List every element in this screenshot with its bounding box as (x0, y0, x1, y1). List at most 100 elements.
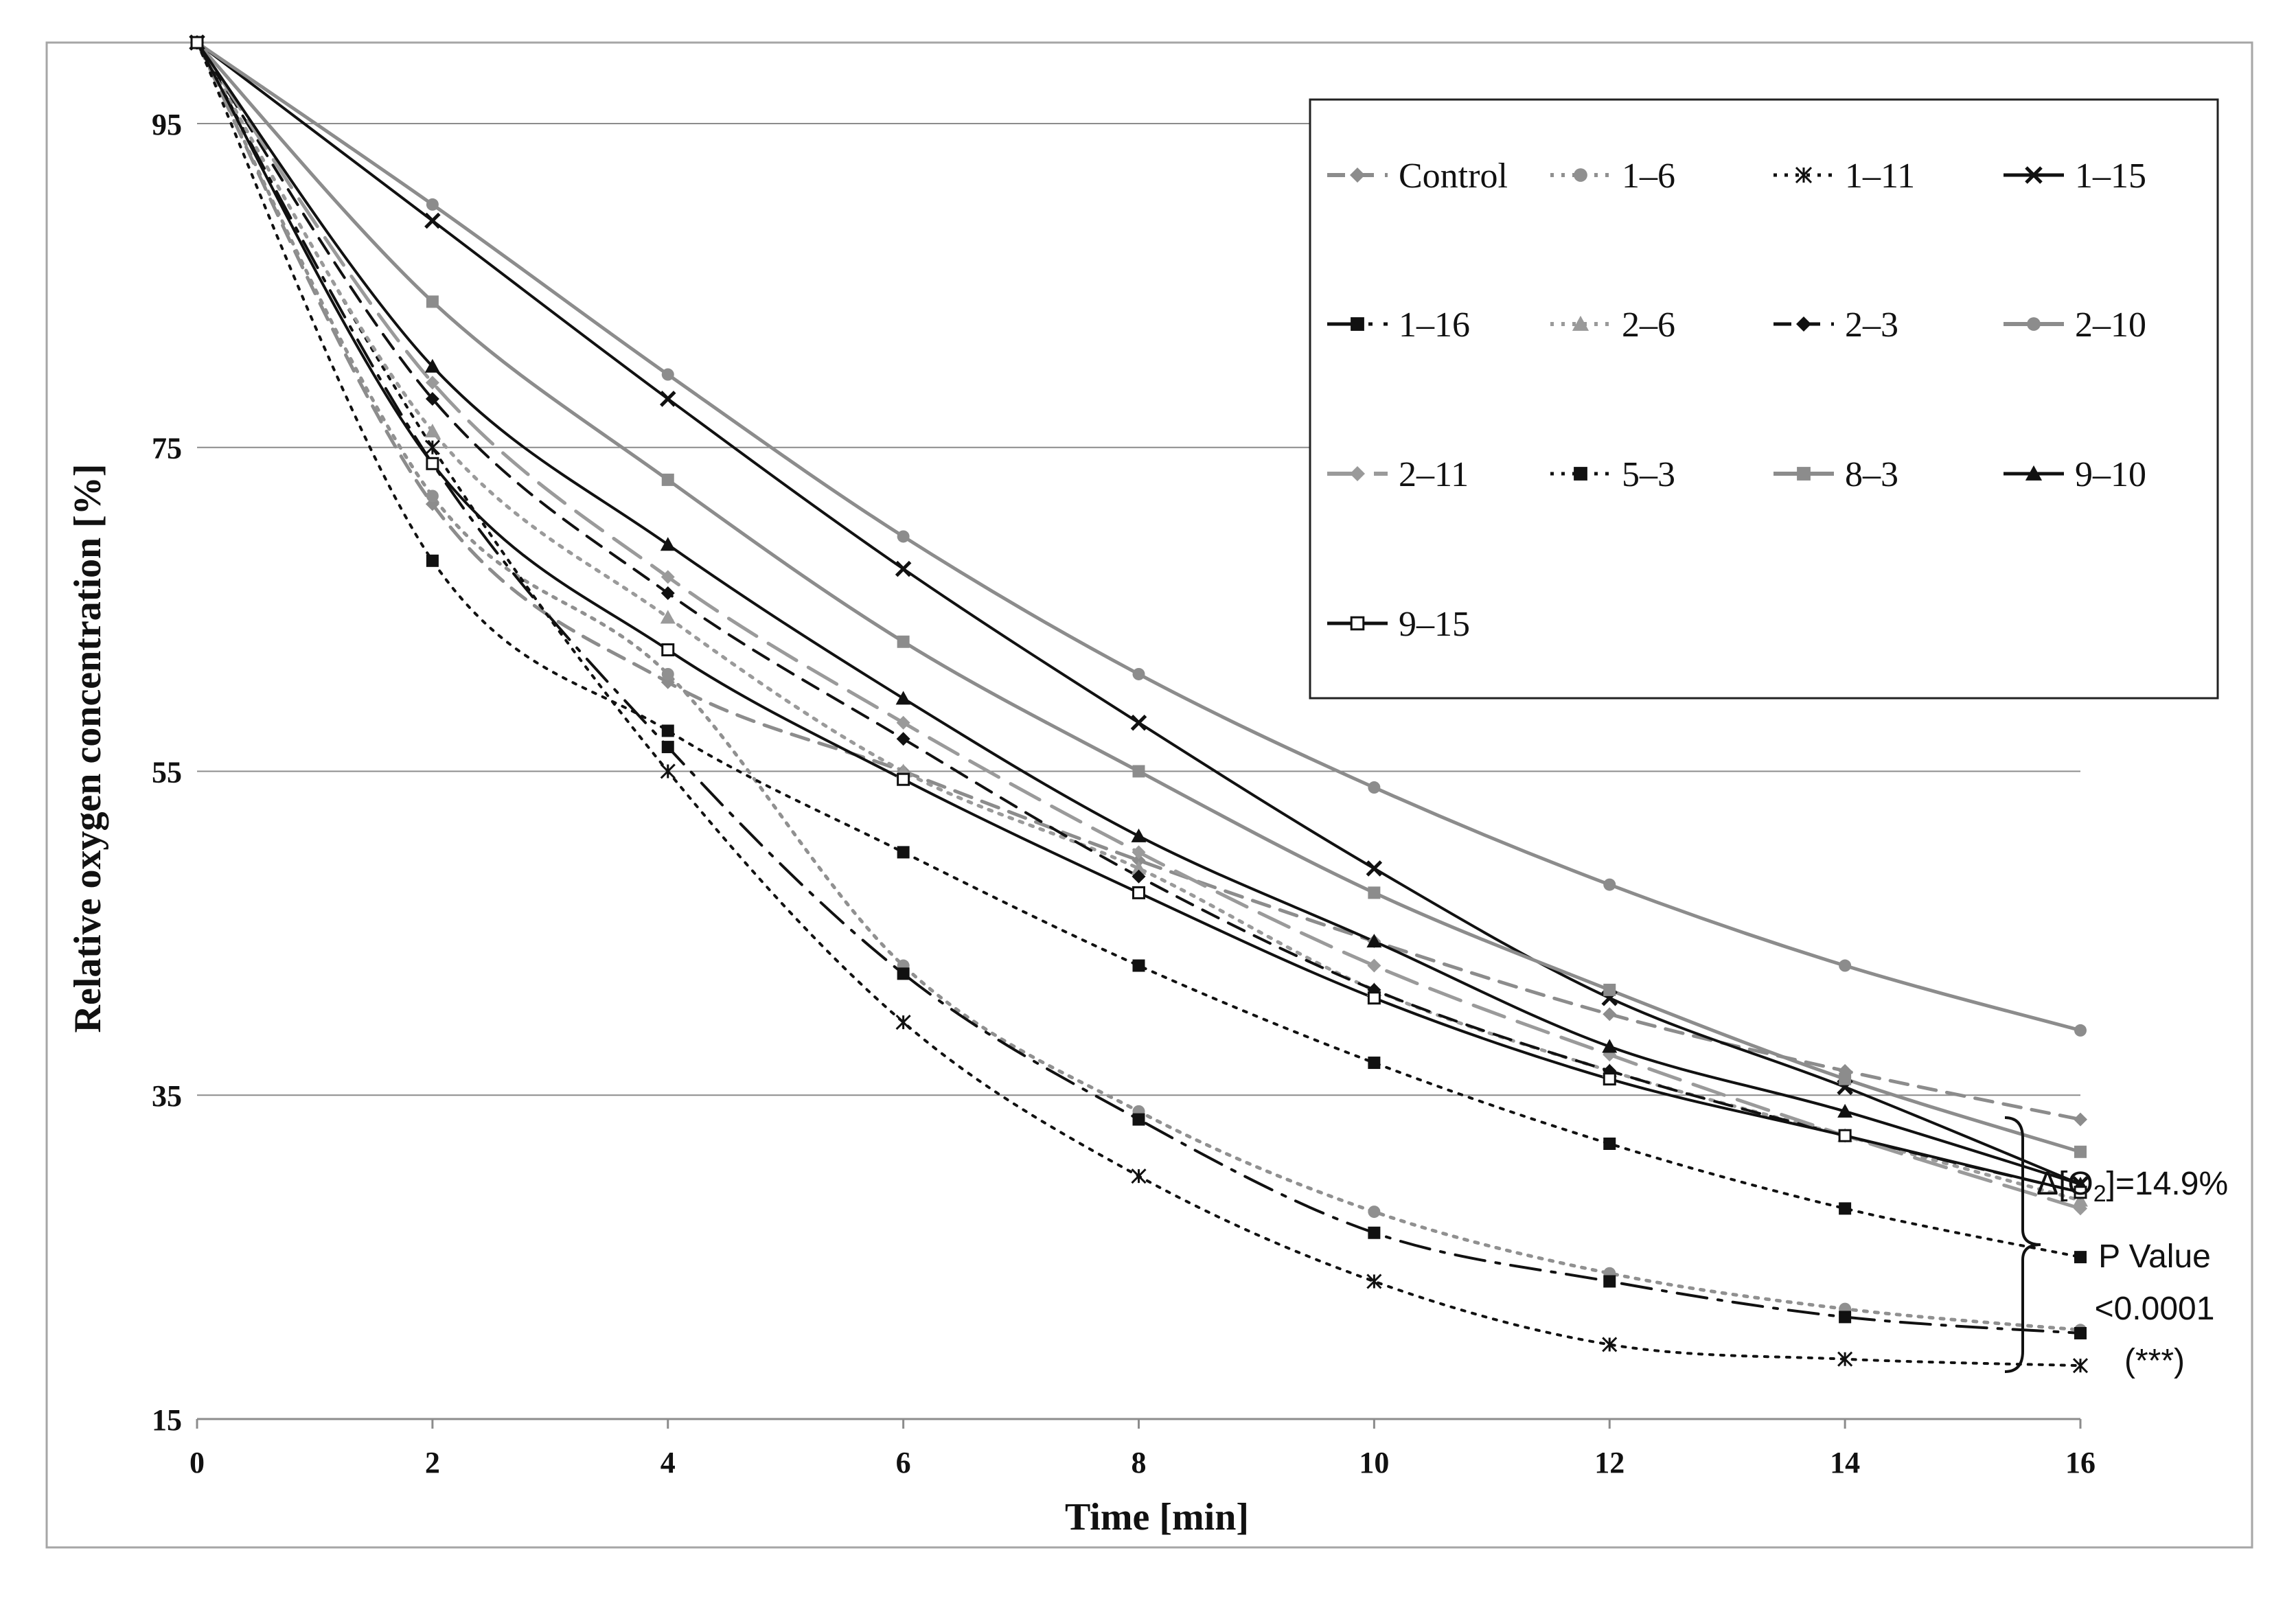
point-2-11-t4 (661, 570, 675, 584)
legend-label-2-11: 2–11 (1399, 455, 1469, 494)
point-control-t8 (1132, 853, 1146, 868)
x-tick-label-10: 10 (1359, 1446, 1389, 1479)
series-line-1-16 (196, 41, 2082, 1335)
point-9-15-t12 (1603, 1072, 1616, 1086)
legend-label-2-10: 2–10 (2075, 305, 2146, 345)
point-2-10-t14 (1839, 959, 1852, 972)
point-1-11-t10 (1366, 1273, 1382, 1289)
x-tick-label-16: 16 (2065, 1446, 2096, 1479)
point-1-6-t4 (661, 667, 674, 680)
point-9-15-t16 (2074, 1186, 2087, 1199)
point-8-3-t2 (426, 295, 439, 308)
point-8-3-t16 (2074, 1145, 2087, 1158)
series-line-1-11 (196, 41, 2082, 1368)
x-tick-label-6: 6 (896, 1446, 911, 1479)
point-5-3-t16 (2074, 1251, 2087, 1264)
legend-label-2-6: 2–6 (1622, 305, 1675, 345)
series-line-8-3 (195, 41, 2082, 1154)
point-2-11-t6 (896, 715, 910, 730)
point-5-3-t2 (426, 554, 439, 567)
legend-marker-1-16 (1351, 317, 1364, 331)
point-9-10-t6 (895, 691, 911, 705)
point-5-3-t6 (897, 846, 910, 859)
point-5-3-t4 (661, 724, 674, 737)
point-8-3-t8 (1132, 765, 1145, 778)
point-2-3-t2 (425, 391, 439, 406)
x-tick-label-12: 12 (1594, 1446, 1625, 1479)
point-control-t16 (2074, 1112, 2087, 1127)
point-8-3-t4 (661, 473, 674, 486)
point-9-15-t2 (426, 457, 439, 470)
y-axis-title: Relative oxygen concentration [%] (67, 464, 109, 1033)
point-9-15-t14 (1838, 1129, 1852, 1142)
annotations: Δ[O2]=14.9% P Value <0.0001 (***) (2004, 1116, 2228, 1379)
point-1-16-t10 (1368, 1226, 1381, 1239)
point-1-15-t10 (1366, 860, 1383, 877)
legend-marker-1-6 (1574, 168, 1587, 182)
delta-suffix: ]=14.9% (2106, 1166, 2228, 1202)
y-tick-label-35: 35 (152, 1079, 182, 1113)
legend: Control 1–6 1–11 1–15 1–16 2–6 2–3 2–10 2–11 5–3 8… (1309, 98, 2219, 700)
point-1-6-t10 (1368, 1206, 1381, 1219)
p-value-label: P Value (2098, 1238, 2211, 1275)
point-1-16-t4 (661, 741, 674, 754)
legend-label-1-11: 1–11 (1845, 157, 1915, 196)
legend-marker-9-15 (1350, 616, 1365, 631)
point-1-11-t12 (1602, 1337, 1618, 1352)
point-1-15-t4 (659, 391, 676, 407)
legend-label-9-15: 9–15 (1399, 605, 1470, 644)
point-9-10-t14 (1837, 1103, 1853, 1118)
point-2-6-t4 (660, 610, 676, 624)
y-tick-label-75: 75 (152, 432, 182, 465)
point-2-6-t8 (1131, 861, 1147, 875)
point-2-3-t8 (1132, 869, 1146, 884)
legend-label-8-3: 8–3 (1845, 455, 1898, 494)
delta-subscript: 2 (2093, 1181, 2106, 1207)
y-tick-label-15: 15 (152, 1403, 182, 1437)
legend-label-control: Control (1399, 157, 1508, 196)
point-1-11-t4 (660, 763, 676, 779)
x-tick-label-2: 2 (425, 1446, 440, 1479)
series-line-5-3 (196, 41, 2082, 1259)
point-2-10-t4 (661, 368, 674, 381)
legend-marker-9-10 (2025, 465, 2043, 481)
legend-marker-2-10 (2027, 317, 2041, 331)
series-line-9-15 (196, 41, 2082, 1194)
legend-marker-2-3 (1796, 316, 1811, 332)
point-1-15-t6 (895, 560, 912, 577)
point-1-15-t2 (424, 212, 441, 229)
point-2-11-t16 (2074, 1201, 2087, 1216)
point-2-10-t16 (2074, 1024, 2087, 1037)
series-line-2-11 (195, 41, 2082, 1210)
p-value-number: <0.0001 (2095, 1291, 2215, 1327)
point-1-16-t14 (1839, 1311, 1852, 1324)
point-2-10-t10 (1368, 781, 1381, 794)
point-2-6-t2 (424, 424, 440, 438)
point-9-10-t8 (1131, 828, 1147, 842)
point-5-3-t14 (1839, 1202, 1852, 1215)
point-2-10-t8 (1132, 667, 1145, 680)
legend-label-9-10: 9–10 (2075, 455, 2146, 494)
point-9-15-t4 (661, 643, 675, 657)
legend-marker-2-11 (1350, 466, 1365, 481)
point-1-16-t12 (1603, 1275, 1616, 1288)
legend-box (1309, 98, 2219, 700)
point-1-16-t6 (897, 967, 910, 980)
y-tick-label-95: 95 (152, 108, 182, 141)
x-tick-label-4: 4 (661, 1446, 676, 1479)
point-1-11-t14 (1837, 1351, 1853, 1367)
point-9-10-t4 (660, 537, 676, 551)
x-tick-label-8: 8 (1132, 1446, 1147, 1479)
legend-marker-8-3 (1797, 467, 1811, 481)
x-axis-title: Time [min] (1065, 1496, 1249, 1538)
point-9-15-t8 (1132, 886, 1145, 899)
legend-label-1-16: 1–16 (1399, 305, 1470, 345)
legend-marker-5-3 (1574, 467, 1587, 481)
series-markers (189, 34, 2089, 1374)
point-2-11-t8 (1132, 845, 1146, 860)
point-1-11-t2 (424, 439, 440, 455)
legend-label-1-6: 1–6 (1622, 157, 1675, 196)
legend-marker-1-15 (2025, 166, 2043, 184)
